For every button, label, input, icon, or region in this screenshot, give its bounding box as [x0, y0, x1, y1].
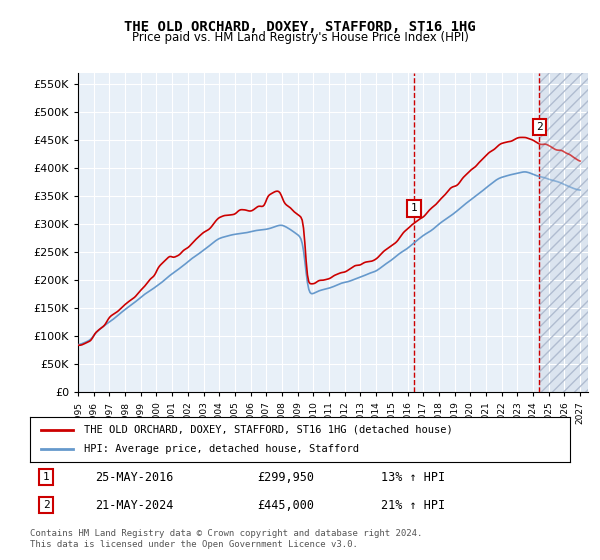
Text: 1: 1 — [43, 472, 50, 482]
Text: 25-MAY-2016: 25-MAY-2016 — [95, 470, 173, 484]
Text: £299,950: £299,950 — [257, 470, 314, 484]
Text: 13% ↑ HPI: 13% ↑ HPI — [381, 470, 445, 484]
Text: 2: 2 — [43, 500, 50, 510]
Text: Price paid vs. HM Land Registry's House Price Index (HPI): Price paid vs. HM Land Registry's House … — [131, 31, 469, 44]
Text: Contains HM Land Registry data © Crown copyright and database right 2024.
This d: Contains HM Land Registry data © Crown c… — [30, 529, 422, 549]
Bar — [539, 73, 588, 392]
Text: 21-MAY-2024: 21-MAY-2024 — [95, 498, 173, 512]
Text: THE OLD ORCHARD, DOXEY, STAFFORD, ST16 1HG (detached house): THE OLD ORCHARD, DOXEY, STAFFORD, ST16 1… — [84, 424, 453, 435]
Text: 2: 2 — [536, 122, 543, 132]
Bar — [539, 73, 588, 392]
Text: 1: 1 — [410, 203, 417, 213]
Text: 21% ↑ HPI: 21% ↑ HPI — [381, 498, 445, 512]
Text: £445,000: £445,000 — [257, 498, 314, 512]
Text: HPI: Average price, detached house, Stafford: HPI: Average price, detached house, Staf… — [84, 445, 359, 455]
Text: THE OLD ORCHARD, DOXEY, STAFFORD, ST16 1HG: THE OLD ORCHARD, DOXEY, STAFFORD, ST16 1… — [124, 20, 476, 34]
